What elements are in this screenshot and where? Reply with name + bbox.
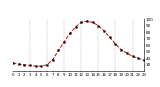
Text: Milwaukee Weather  THSW Index  per Hour (F)  (24 Hours): Milwaukee Weather THSW Index per Hour (F… — [3, 3, 141, 14]
